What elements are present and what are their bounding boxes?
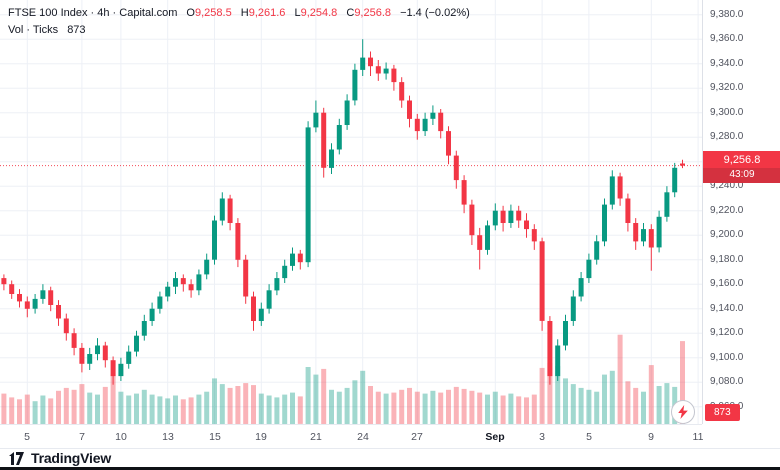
time-tick-label: 13 [162, 431, 174, 443]
tradingview-logo-icon [9, 451, 24, 465]
price-tick-label: 9,220.0 [710, 205, 744, 216]
time-tick-label: 19 [255, 431, 267, 443]
time-tick-label: Sep [485, 431, 505, 443]
last-price-value: 9,256.8 [703, 151, 780, 168]
flash-button[interactable] [671, 400, 695, 424]
time-tick-label: 3 [539, 431, 545, 443]
price-tick-label: 9,180.0 [710, 254, 744, 265]
ohlc-high-value: 9,261.6 [248, 7, 286, 19]
price-tick-label: 9,160.0 [710, 278, 744, 289]
time-tick-label: 9 [648, 431, 654, 443]
price-tick-label: 9,280.0 [710, 131, 744, 142]
ohlc-open-value: 9,258.5 [194, 7, 232, 19]
ohlc-low-value: 9,254.8 [300, 7, 338, 19]
price-tick-label: 9,200.0 [710, 229, 744, 240]
ohlc-close-value: 9,256.8 [354, 7, 392, 19]
symbol-legend-row: FTSE 100 Index · 4h · Capital.com O9,258… [8, 7, 470, 20]
candlestick-chart[interactable] [0, 0, 702, 424]
price-tick-label: 9,080.0 [710, 376, 744, 387]
time-tick-label: 24 [357, 431, 369, 443]
time-tick-label: 15 [209, 431, 221, 443]
bottom-border [0, 467, 780, 470]
price-scale[interactable]: 9,256.8 43:09 873 9,380.0 9,360.0 9,340.0 9… [702, 0, 780, 424]
volume-scale-badge: 873 [705, 404, 740, 421]
change-value: −1.4 (−0.02%) [400, 7, 470, 19]
time-tick-label: 7 [79, 431, 85, 443]
price-tick-label: 9,380.0 [710, 9, 744, 20]
time-tick-label: 5 [24, 431, 30, 443]
chart-legend[interactable]: FTSE 100 Index · 4h · Capital.com O9,258… [8, 7, 470, 37]
attribution-bar: TradingView [0, 448, 780, 467]
price-tick-label: 9,360.0 [710, 33, 744, 44]
ohlc-open-label: O [186, 7, 195, 19]
price-tick-label: 9,240.0 [710, 180, 744, 191]
price-tick-label: 9,340.0 [710, 58, 744, 69]
tradingview-logo[interactable]: TradingView [8, 450, 111, 467]
tradingview-wordmark: TradingView [31, 450, 112, 466]
price-tick-label: 9,100.0 [710, 352, 744, 363]
price-tick-label: 9,120.0 [710, 327, 744, 338]
ohlc-low-label: L [294, 7, 301, 19]
time-tick-label: 10 [115, 431, 127, 443]
symbol-title[interactable]: FTSE 100 Index · 4h · Capital.com [8, 7, 178, 19]
bar-countdown: 43:09 [703, 168, 780, 183]
price-tick-label: 9,320.0 [710, 82, 744, 93]
time-tick-label: 11 [692, 431, 704, 443]
ohlc-high-label: H [240, 7, 249, 19]
volume-indicator-label[interactable]: Vol · Ticks [8, 24, 59, 36]
lightning-icon [678, 405, 688, 419]
price-tick-label: 9,300.0 [710, 107, 744, 118]
time-scale[interactable]: 5 7 10 13 15 19 21 24 27 Sep 3 5 9 11 [0, 424, 704, 449]
last-price-badge: 9,256.8 43:09 [703, 151, 780, 183]
volume-indicator-value: 873 [67, 24, 86, 36]
time-tick-label: 5 [586, 431, 592, 443]
time-tick-label: 21 [310, 431, 322, 443]
time-tick-label: 27 [411, 431, 423, 443]
price-tick-label: 9,140.0 [710, 303, 744, 314]
volume-legend-row: Vol · Ticks 873 [8, 24, 470, 37]
ohlc-close-label: C [346, 7, 355, 19]
